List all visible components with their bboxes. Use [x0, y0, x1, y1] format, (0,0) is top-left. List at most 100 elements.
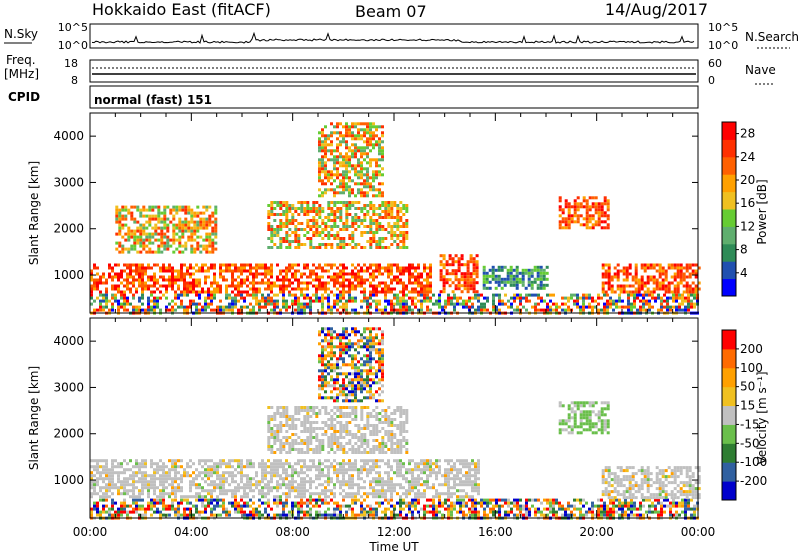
data-cell — [411, 282, 414, 285]
data-cell — [369, 161, 372, 164]
data-cell — [121, 245, 124, 248]
data-cell — [186, 502, 189, 505]
data-cell — [114, 459, 117, 462]
data-cell — [276, 204, 279, 207]
data-cell — [183, 468, 186, 471]
data-cell — [339, 468, 342, 471]
data-cell — [360, 176, 363, 179]
data-cell — [666, 300, 669, 303]
data-cell — [144, 288, 147, 291]
data-cell — [602, 273, 605, 276]
data-cell — [677, 273, 680, 276]
data-cell — [219, 300, 222, 303]
data-cell — [393, 276, 396, 279]
data-cell — [470, 275, 473, 278]
data-cell — [93, 279, 96, 282]
data-cell — [592, 223, 595, 226]
data-cell — [231, 273, 234, 276]
data-cell — [222, 459, 225, 462]
data-cell — [363, 499, 366, 502]
data-cell — [303, 210, 306, 213]
data-cell — [462, 502, 465, 505]
data-cell — [513, 281, 516, 284]
data-cell — [342, 188, 345, 191]
data-cell — [375, 161, 378, 164]
data-cell — [180, 270, 183, 273]
data-cell — [139, 230, 142, 233]
data-cell — [96, 502, 99, 505]
data-cell — [669, 502, 672, 505]
data-cell — [474, 502, 477, 505]
data-cell — [461, 257, 464, 260]
data-cell — [153, 477, 156, 480]
data-cell — [366, 270, 369, 273]
data-cell — [471, 306, 474, 309]
data-cell — [402, 288, 405, 291]
data-cell — [249, 511, 252, 514]
data-cell — [108, 508, 111, 511]
data-cell — [294, 240, 297, 243]
data-cell — [193, 224, 196, 227]
data-cell — [285, 514, 288, 517]
data-cell — [184, 224, 187, 227]
data-cell — [154, 227, 157, 230]
data-cell — [225, 264, 228, 267]
data-cell — [243, 267, 246, 270]
data-cell — [108, 480, 111, 483]
data-cell — [270, 300, 273, 303]
data-cell — [153, 282, 156, 285]
data-cell — [297, 502, 300, 505]
data-cell — [414, 282, 417, 285]
data-cell — [285, 279, 288, 282]
data-cell — [231, 489, 234, 492]
data-cell — [580, 205, 583, 208]
data-cell — [201, 495, 204, 498]
data-cell — [609, 514, 612, 517]
data-cell — [291, 477, 294, 480]
data-cell — [363, 167, 366, 170]
data-cell — [602, 264, 605, 267]
data-cell — [456, 502, 459, 505]
data-cell — [345, 146, 348, 149]
data-cell — [513, 294, 516, 297]
data-cell — [348, 477, 351, 480]
data-cell — [117, 480, 120, 483]
data-cell — [592, 217, 595, 220]
data-cell — [142, 245, 145, 248]
data-cell — [264, 508, 267, 511]
data-cell — [195, 483, 198, 486]
data-cell — [315, 499, 318, 502]
data-cell — [162, 502, 165, 505]
data-cell — [99, 459, 102, 462]
data-cell — [96, 483, 99, 486]
data-cell — [623, 288, 626, 291]
data-cell — [531, 272, 534, 275]
data-cell — [411, 514, 414, 517]
data-cell — [498, 294, 501, 297]
data-cell — [139, 251, 142, 254]
data-cell — [219, 273, 222, 276]
data-cell — [273, 486, 276, 489]
data-cell — [294, 219, 297, 222]
data-cell — [318, 511, 321, 514]
data-cell — [303, 483, 306, 486]
data-cell — [417, 291, 420, 294]
data-cell — [264, 303, 267, 306]
data-cell — [330, 213, 333, 216]
data-cell — [297, 279, 300, 282]
data-cell — [378, 267, 381, 270]
data-cell — [165, 279, 168, 282]
data-cell — [568, 226, 571, 229]
data-cell — [243, 264, 246, 267]
data-cell — [147, 303, 150, 306]
data-cell — [354, 300, 357, 303]
data-cell — [270, 477, 273, 480]
data-cell — [321, 182, 324, 185]
data-cell — [420, 508, 423, 511]
data-cell — [381, 273, 384, 276]
data-cell — [231, 279, 234, 282]
data-cell — [333, 294, 336, 297]
data-cell — [531, 269, 534, 272]
data-cell — [648, 306, 651, 309]
data-cell — [674, 288, 677, 291]
